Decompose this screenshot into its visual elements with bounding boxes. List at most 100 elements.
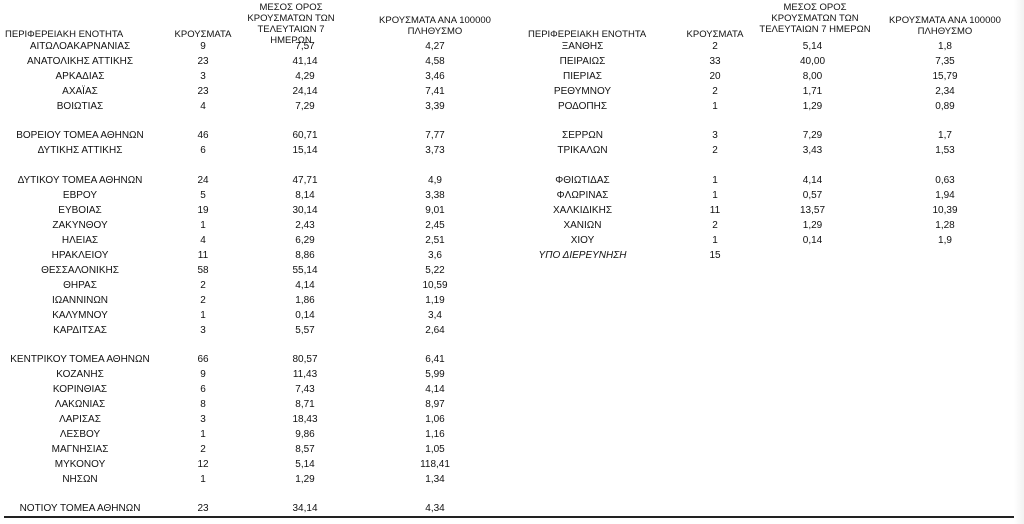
table-row: ΤΡΙΚΑΛΩΝ 2 3,43 1,53 xyxy=(0,144,1024,158)
cases-cell: 5 xyxy=(200,190,206,201)
cases-cell: 58 xyxy=(197,265,209,276)
table-row: ΙΩΑΝΝΙΝΩΝ 2 1,86 1,19 xyxy=(0,294,1024,308)
header-per100k-line1: ΚΡΟΥΣΜΑΤΑ ΑΝΑ 100000 xyxy=(889,15,1001,26)
cases-cell: 1 xyxy=(712,190,718,201)
table-row: ΛΑΡΙΣΑΣ 3 18,43 1,06 xyxy=(0,413,1024,427)
avg7-cell: 2,43 xyxy=(295,220,315,231)
header-region-left: ΠΕΡΙΦΕΡΕΙΑΚΗ ΕΝΟΤΗΤΑ xyxy=(5,29,124,40)
table-row: ΚΕΝΤΡΙΚΟΥ ΤΟΜΕΑ ΑΘΗΝΩΝ 66 80,57 6,41 xyxy=(0,353,1024,367)
cases-cell: 6 xyxy=(200,145,206,156)
region-cell: ΤΡΙΚΑΛΩΝ xyxy=(557,145,608,156)
table-row: ΚΟΖΑΝΗΣ 9 11,43 5,99 xyxy=(0,368,1024,382)
avg7-cell: 8,57 xyxy=(295,444,315,455)
cases-cell: 20 xyxy=(709,71,721,82)
region-cell: ΣΕΡΡΩΝ xyxy=(562,130,603,141)
avg7-cell: 7,57 xyxy=(295,41,315,52)
table-row: ΝΟΤΙΟΥ ΤΟΜΕΑ ΑΘΗΝΩΝ 23 34,14 4,34 xyxy=(0,502,1024,516)
region-cell: ΠΙΕΡΙΑΣ xyxy=(563,71,602,82)
per100k-cell: 2,51 xyxy=(425,235,445,246)
table-row: ΦΘΙΩΤΙΔΑΣ 1 4,14 0,63 xyxy=(0,174,1024,188)
avg7-cell: 6,29 xyxy=(295,235,315,246)
table-row: ΡΟΔΟΠΗΣ 1 1,29 0,89 xyxy=(0,100,1024,114)
region-cell: ΖΑΚΥΝΘΟΥ xyxy=(52,220,108,231)
table-row: ΑΝΑΤΟΛΙΚΗΣ ΑΤΤΙΚΗΣ 23 41,14 4,58 xyxy=(0,55,1024,69)
table-row: ΝΗΣΩΝ 1 1,29 1,34 xyxy=(0,473,1024,487)
per100k-cell: 6,41 xyxy=(425,354,445,365)
per100k-cell: 1,94 xyxy=(935,190,955,201)
region-cell: ΚΟΡΙΝΘΙΑΣ xyxy=(52,384,108,395)
cases-cell: 8 xyxy=(200,399,206,410)
region-cell: ΒΟΡΕΙΟΥ ΤΟΜΕΑ ΑΘΗΝΩΝ xyxy=(16,130,144,141)
cases-cell: 46 xyxy=(197,130,209,141)
per100k-cell: 1,8 xyxy=(938,41,952,52)
region-cell: ΝΟΤΙΟΥ ΤΟΜΕΑ ΑΘΗΝΩΝ xyxy=(19,503,141,514)
region-cell: ΜΥΚΟΝΟΥ xyxy=(54,459,106,470)
avg7-cell: 0,14 xyxy=(802,235,823,246)
per100k-cell: 118,41 xyxy=(420,459,450,470)
per100k-cell: 5,22 xyxy=(425,265,445,276)
avg7-cell: 9,86 xyxy=(295,429,315,440)
cases-cell: 3 xyxy=(200,325,206,336)
header-cases-left: ΚΡΟΥΣΜΑΤΑ xyxy=(174,29,232,40)
per100k-cell: 1,28 xyxy=(935,220,955,231)
region-cell: ΚΑΛΥΜΝΟΥ xyxy=(52,310,108,321)
cases-cell: 6 xyxy=(200,384,206,395)
region-cell: ΦΘΙΩΤΙΔΑΣ xyxy=(555,175,610,186)
table-row: ΧΙΟΥ 1 0,14 1,9 xyxy=(0,234,1024,248)
table-row: ΠΙΕΡΙΑΣ 20 8,00 15,79 xyxy=(0,70,1024,84)
table-row: ΥΠΟ ΔΙΕΡΕΥΝΗΣΗ 15 xyxy=(0,249,1024,263)
table-row: ΑΙΤΩΛΟΑΚΑΡΝΑΝΙΑΣ 9 7,57 4,27 xyxy=(0,40,1024,54)
region-cell: ΜΑΓΝΗΣΙΑΣ xyxy=(51,444,109,455)
region-cell: ΦΛΩΡΙΝΑΣ xyxy=(556,190,609,201)
header-avg7-line1: ΜΕΣΟΣ ΟΡΟΣ xyxy=(783,2,847,13)
per100k-cell: 1,9 xyxy=(938,235,952,246)
table-row: ΘΕΣΣΑΛΟΝΙΚΗΣ 58 55,14 5,22 xyxy=(0,264,1024,278)
per100k-cell: 2,45 xyxy=(425,220,445,231)
cases-cell: 3 xyxy=(712,130,718,141)
header-per100k-line2: ΠΛΗΘΥΣΜΟ xyxy=(917,26,973,37)
avg7-cell: 8,86 xyxy=(295,250,315,261)
region-cell: ΙΩΑΝΝΙΝΩΝ xyxy=(51,295,109,306)
header-avg7-line3: ΤΕΛΕΥΤΑΙΩΝ 7 ΗΜΕΡΩΝ xyxy=(759,24,871,35)
region-cell: ΝΗΣΩΝ xyxy=(62,474,98,485)
region-cell: ΥΠΟ ΔΙΕΡΕΥΝΗΣΗ xyxy=(538,250,627,261)
per100k-cell: 1,53 xyxy=(935,145,955,156)
avg7-cell: 4,14 xyxy=(802,175,823,186)
table-row: ΠΕΙΡΑΙΩΣ 33 40,00 7,35 xyxy=(0,55,1024,69)
cases-cell: 4 xyxy=(200,101,206,112)
cases-cell: 11 xyxy=(197,250,209,261)
region-cell: ΚΑΡΔΙΤΣΑΣ xyxy=(53,325,107,336)
per100k-cell: 7,77 xyxy=(425,130,445,141)
header-avg7-left: ΜΕΣΟΣ ΟΡΟΣ ΚΡΟΥΣΜΑΤΩΝ ΤΩΝ ΤΕΛΕΥΤΑΙΩΝ 7 Η… xyxy=(236,2,346,46)
avg7-cell: 4,29 xyxy=(295,71,315,82)
region-cell: ΑΧΑΪΑΣ xyxy=(62,86,98,97)
avg7-cell: 30,14 xyxy=(292,205,318,216)
avg7-cell: 7,43 xyxy=(295,384,315,395)
avg7-cell: 0,57 xyxy=(802,190,823,201)
avg7-cell: 7,29 xyxy=(802,130,823,141)
avg7-cell: 60,71 xyxy=(292,130,318,141)
per100k-cell: 4,27 xyxy=(425,41,445,52)
header-cases-right: ΚΡΟΥΣΜΑΤΑ xyxy=(686,29,744,40)
cases-cell: 23 xyxy=(197,56,209,67)
region-cell: ΔΥΤΙΚΗΣ ΑΤΤΙΚΗΣ xyxy=(37,145,123,156)
region-cell: ΛΑΡΙΣΑΣ xyxy=(59,414,101,425)
table-row: ΛΕΣΒΟΥ 1 9,86 1,16 xyxy=(0,428,1024,442)
table-row: ΦΛΩΡΙΝΑΣ 1 0,57 1,94 xyxy=(0,189,1024,203)
per100k-cell: 3,39 xyxy=(425,101,445,112)
page-edge-shadow xyxy=(1014,0,1024,524)
cases-cell: 1 xyxy=(712,101,718,112)
region-cell: ΡΕΘΥΜΝΟΥ xyxy=(553,86,612,97)
per100k-cell: 1,19 xyxy=(425,295,445,306)
region-cell: ΘΗΡΑΣ xyxy=(63,280,97,291)
cases-cell: 11 xyxy=(709,205,721,216)
region-cell: ΧΙΟΥ xyxy=(570,235,595,246)
table-row: ΕΒΡΟΥ 5 8,14 3,38 xyxy=(0,189,1024,203)
region-cell: ΧΑΛΚΙΔΙΚΗΣ xyxy=(553,205,612,216)
per100k-cell: 1,34 xyxy=(425,474,445,485)
per100k-cell: 3,38 xyxy=(425,190,445,201)
avg7-cell: 18,43 xyxy=(292,414,318,425)
table-row: ΧΑΛΚΙΔΙΚΗΣ 11 13,57 10,39 xyxy=(0,204,1024,218)
per100k-cell: 1,16 xyxy=(425,429,445,440)
